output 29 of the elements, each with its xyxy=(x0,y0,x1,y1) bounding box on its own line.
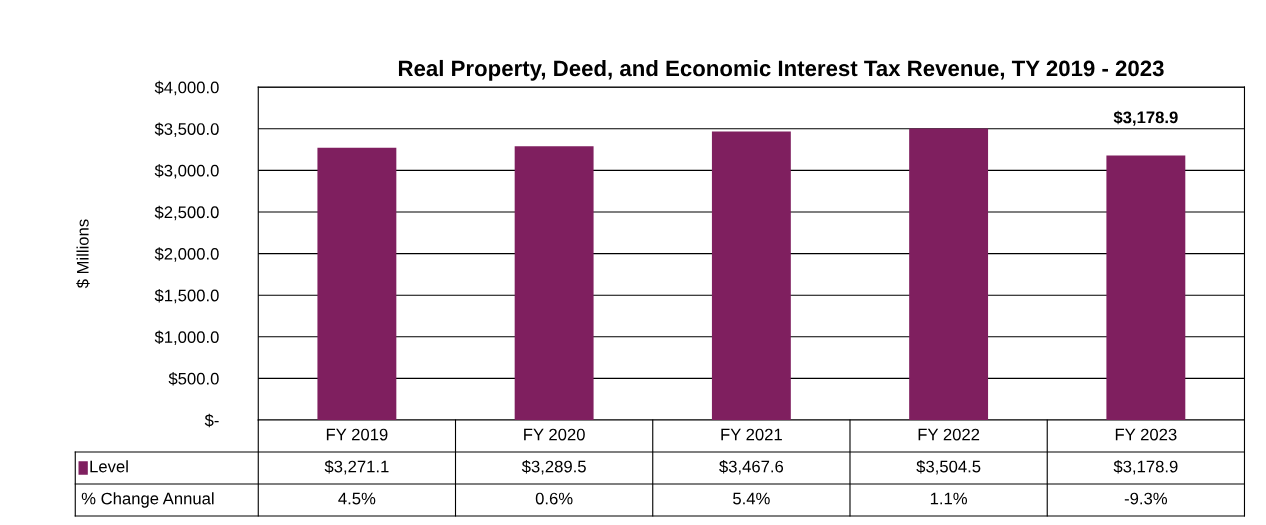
text: -9.3% xyxy=(1124,492,1168,505)
y-tick-label: $2,500.0 xyxy=(154,205,219,221)
annotation: $3,178.9 xyxy=(1113,110,1178,126)
x-tick-label: FY 2019 xyxy=(326,428,388,441)
y-tick-label: $1,000.0 xyxy=(154,330,219,345)
x-tick-label: FY 2020 xyxy=(524,428,585,441)
text: 4.5% xyxy=(338,492,376,505)
data-label: $3,504.5 xyxy=(916,459,981,475)
text: 0.6% xyxy=(535,492,573,505)
y-axis-title: $ Millions xyxy=(76,219,90,289)
chart-title: Real Property, Deed, and Economic Interest Tax Revenue, TY 2019 - 2023 xyxy=(398,59,1164,81)
data-label: $3,178.9 xyxy=(1113,459,1178,475)
y-tick-label: $- xyxy=(204,413,219,428)
y-tick-label: $3,500.0 xyxy=(154,122,219,137)
y-tick-label: $2,000.0 xyxy=(154,247,219,262)
y-tick-label: $1,500.0 xyxy=(154,288,219,304)
legend-label: Level xyxy=(90,460,128,473)
text: 5.4% xyxy=(733,492,770,505)
y-tick-label: $3,000.0 xyxy=(154,164,219,179)
text: 1.1% xyxy=(930,492,968,505)
data-label: $3,289.5 xyxy=(521,459,586,475)
x-tick-label: FY 2021 xyxy=(721,428,782,441)
x-tick-label: FY 2022 xyxy=(918,428,980,441)
data-label: $3,467.6 xyxy=(719,459,784,475)
y-tick-label: $500.0 xyxy=(168,372,219,386)
x-tick-label: FY 2023 xyxy=(1115,428,1177,441)
y-tick-label: $4,000.0 xyxy=(154,80,219,96)
text: % Change Annual xyxy=(81,492,214,508)
data-label: $3,271.1 xyxy=(324,459,389,475)
